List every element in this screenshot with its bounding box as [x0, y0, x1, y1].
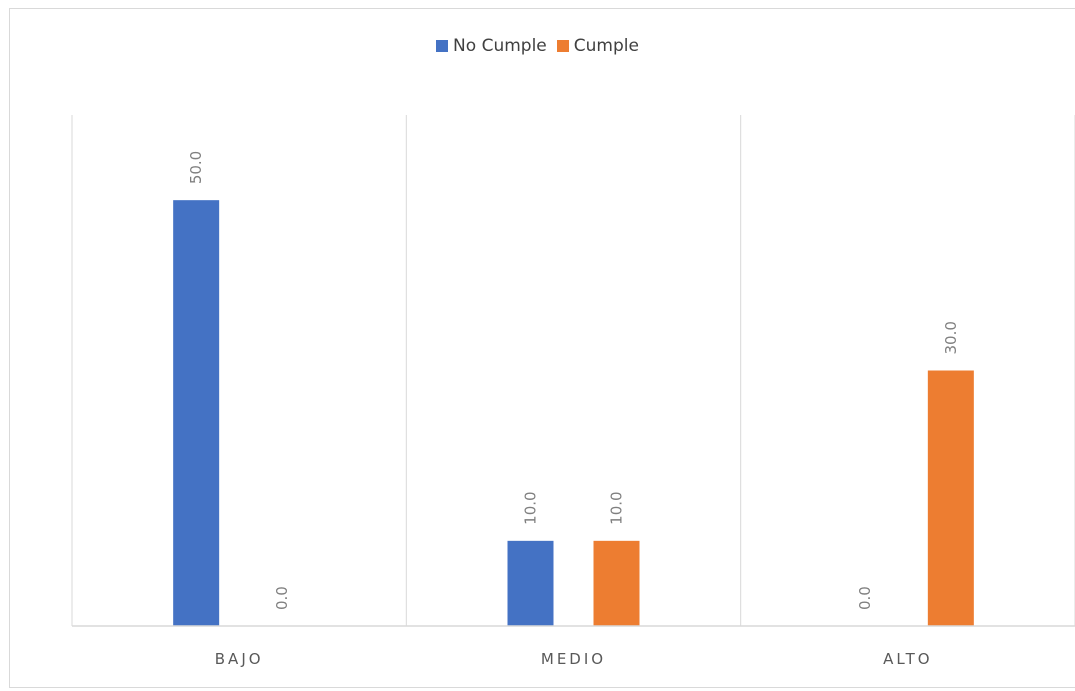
bar-cumple-medio — [593, 540, 640, 626]
bar-cumple-alto — [927, 370, 974, 626]
legend: No Cumple Cumple — [0, 34, 1075, 58]
x-tick-label-bajo: BAJO — [215, 650, 264, 668]
legend-label-no-cumple: No Cumple — [453, 36, 547, 56]
data-label-no-cumple-medio: 10.0 — [522, 491, 540, 524]
data-label-no-cumple-bajo: 50.0 — [187, 151, 205, 184]
bar-no-cumple-medio — [507, 540, 554, 626]
legend-item-cumple: Cumple — [556, 36, 639, 56]
data-label-cumple-alto: 30.0 — [942, 321, 960, 354]
data-label-cumple-medio: 10.0 — [608, 491, 626, 524]
bar-no-cumple-bajo — [173, 200, 220, 626]
x-tick-label-medio: MEDIO — [541, 650, 606, 668]
x-tick-label-alto: ALTO — [883, 650, 933, 668]
data-label-cumple-bajo: 0.0 — [273, 586, 291, 610]
legend-swatch-cumple — [556, 40, 569, 52]
legend-item-no-cumple: No Cumple — [436, 36, 547, 56]
data-label-no-cumple-alto: 0.0 — [856, 586, 874, 610]
legend-swatch-no-cumple — [436, 40, 449, 52]
legend-label-cumple: Cumple — [573, 36, 639, 56]
